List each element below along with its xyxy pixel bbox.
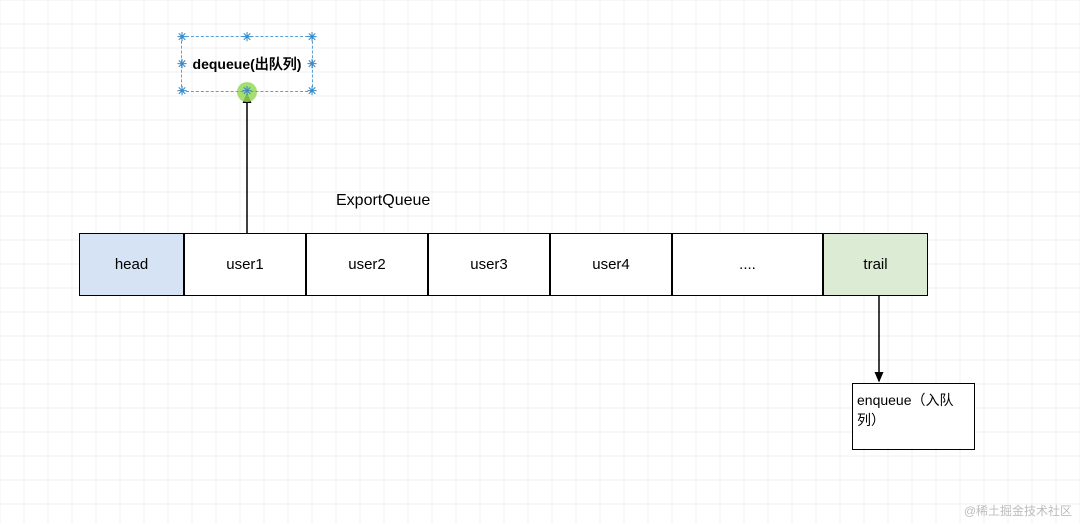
dequeue-box[interactable]: dequeue(出队列) ✳✳✳✳✳✳✳✳ [181,36,313,92]
dequeue-label: dequeue(出队列) [182,37,312,91]
selection-handle[interactable]: ✳ [177,59,187,69]
enqueue-box: enqueue（入队列） [852,383,975,450]
selection-handle[interactable]: ✳ [177,32,187,42]
selection-handle[interactable]: ✳ [242,86,252,96]
queue-cell: user4 [550,233,672,296]
selection-handle[interactable]: ✳ [307,59,317,69]
queue-head-cell: head [79,233,184,296]
selection-handle[interactable]: ✳ [307,32,317,42]
queue-cell: .... [672,233,823,296]
queue-cell: user3 [428,233,550,296]
watermark: @稀土掘金技术社区 [964,502,1072,519]
selection-handle[interactable]: ✳ [242,32,252,42]
queue-cell: user1 [184,233,306,296]
enqueue-label: enqueue（入队列） [857,390,970,430]
selection-handle[interactable]: ✳ [307,86,317,96]
selection-handle[interactable]: ✳ [177,86,187,96]
queue-title: ExportQueue [336,192,430,210]
queue-cell: user2 [306,233,428,296]
queue-trail-cell: trail [823,233,928,296]
